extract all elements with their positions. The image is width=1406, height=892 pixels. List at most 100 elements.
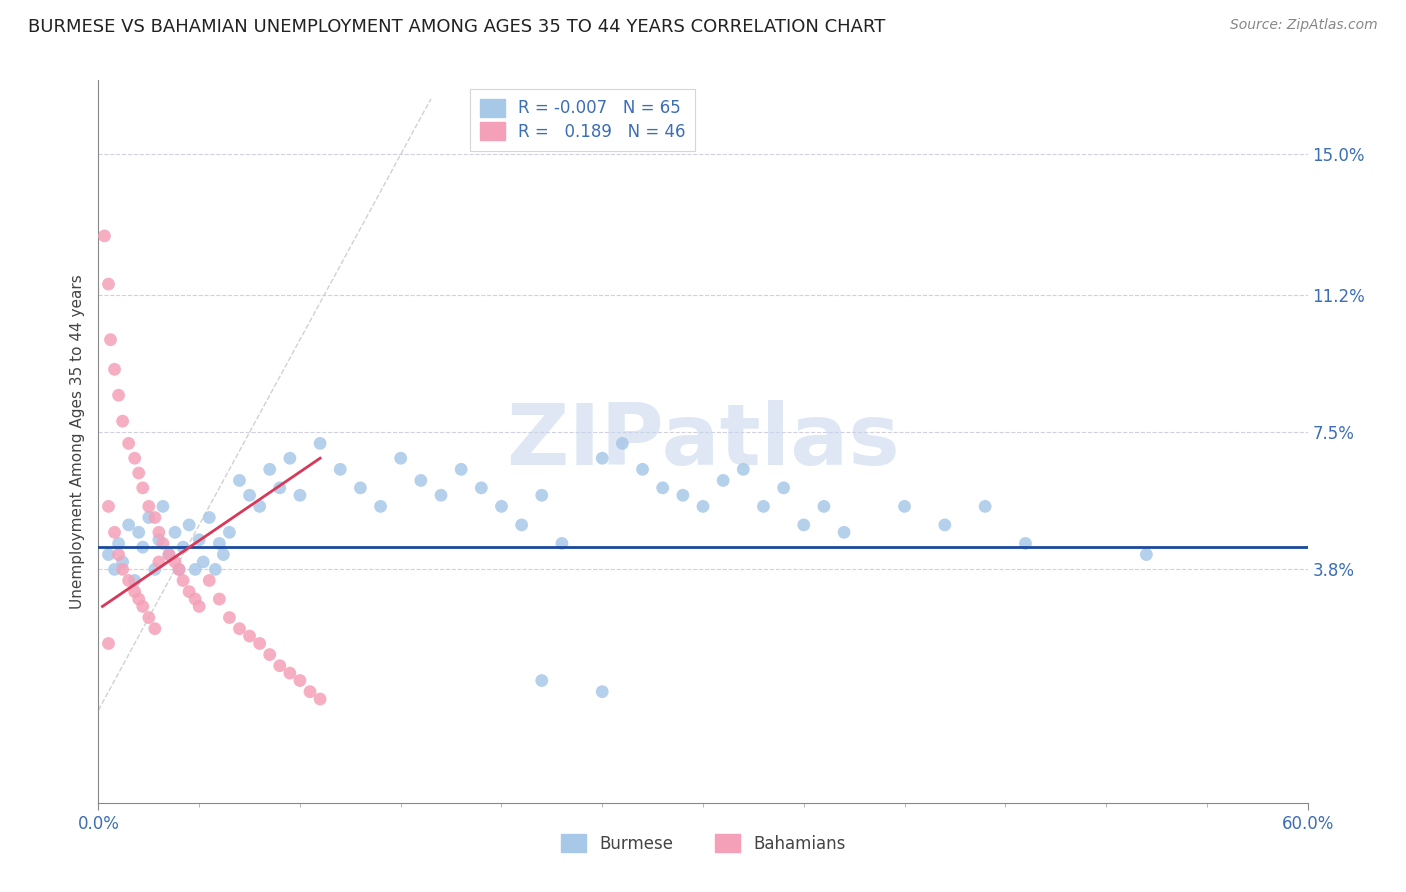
Point [124, 451, 146, 466]
Point [103, 525, 125, 540]
Point [128, 525, 150, 540]
Point [239, 488, 262, 502]
Point [510, 517, 533, 532]
Text: Source: ZipAtlas.com: Source: ZipAtlas.com [1230, 18, 1378, 32]
Point [188, 599, 211, 614]
Point [612, 436, 634, 450]
Point [152, 500, 174, 514]
Point [228, 474, 250, 488]
Point [148, 525, 170, 540]
Point [124, 574, 146, 588]
Point [551, 536, 574, 550]
Point [208, 592, 231, 607]
Point [124, 584, 146, 599]
Text: BURMESE VS BAHAMIAN UNEMPLOYMENT AMONG AGES 35 TO 44 YEARS CORRELATION CHART: BURMESE VS BAHAMIAN UNEMPLOYMENT AMONG A… [28, 18, 886, 36]
Point [198, 510, 221, 524]
Point [198, 574, 221, 588]
Point [157, 548, 180, 562]
Point [188, 533, 211, 547]
Point [591, 684, 613, 698]
Point [530, 488, 553, 502]
Point [711, 474, 734, 488]
Point [132, 599, 155, 614]
Point [309, 692, 332, 706]
Point [329, 462, 352, 476]
Point [97, 636, 120, 650]
Point [97, 277, 120, 291]
Point [212, 548, 235, 562]
Y-axis label: Unemployment Among Ages 35 to 44 years: Unemployment Among Ages 35 to 44 years [69, 274, 84, 609]
Point [793, 517, 815, 532]
Point [184, 592, 207, 607]
Point [672, 488, 695, 502]
Point [249, 636, 271, 650]
Point [239, 629, 262, 643]
Point [128, 592, 150, 607]
Point [148, 555, 170, 569]
Point [228, 622, 250, 636]
Point [370, 500, 392, 514]
Point [143, 562, 166, 576]
Point [591, 451, 613, 466]
Point [491, 500, 513, 514]
Point [132, 481, 155, 495]
Point [163, 555, 186, 569]
Point [184, 562, 207, 576]
Point [143, 510, 166, 524]
Point [111, 414, 134, 428]
Point [128, 466, 150, 480]
Point [249, 500, 271, 514]
Point [111, 555, 134, 569]
Point [143, 622, 166, 636]
Point [103, 562, 125, 576]
Point [752, 500, 775, 514]
Point [107, 388, 129, 402]
Point [934, 517, 956, 532]
Point [1014, 536, 1036, 550]
Point [111, 562, 134, 576]
Point [631, 462, 654, 476]
Point [118, 574, 141, 588]
Point [138, 610, 160, 624]
Point [450, 462, 472, 476]
Point [193, 555, 215, 569]
Point [430, 488, 453, 502]
Point [163, 525, 186, 540]
Point [97, 548, 120, 562]
Point [100, 333, 122, 347]
Point [278, 666, 301, 681]
Point [118, 436, 141, 450]
Point [269, 658, 291, 673]
Point [132, 540, 155, 554]
Point [409, 474, 432, 488]
Point [218, 610, 240, 624]
Point [299, 684, 322, 698]
Point [893, 500, 915, 514]
Point [208, 536, 231, 550]
Point [179, 517, 201, 532]
Legend: Burmese, Bahamians: Burmese, Bahamians [554, 828, 852, 860]
Point [93, 228, 115, 243]
Point [974, 500, 997, 514]
Point [470, 481, 492, 495]
Point [733, 462, 755, 476]
Point [157, 548, 180, 562]
Point [1135, 548, 1157, 562]
Point [167, 562, 190, 576]
Point [152, 536, 174, 550]
Point [172, 574, 194, 588]
Point [167, 562, 190, 576]
Point [107, 548, 129, 562]
Point [288, 673, 311, 688]
Point [97, 500, 120, 514]
Point [692, 500, 714, 514]
Point [204, 562, 226, 576]
Point [309, 436, 332, 450]
Point [218, 525, 240, 540]
Point [138, 510, 160, 524]
Text: ZIPatlas: ZIPatlas [506, 400, 900, 483]
Point [651, 481, 673, 495]
Point [288, 488, 311, 502]
Point [530, 673, 553, 688]
Point [103, 362, 125, 376]
